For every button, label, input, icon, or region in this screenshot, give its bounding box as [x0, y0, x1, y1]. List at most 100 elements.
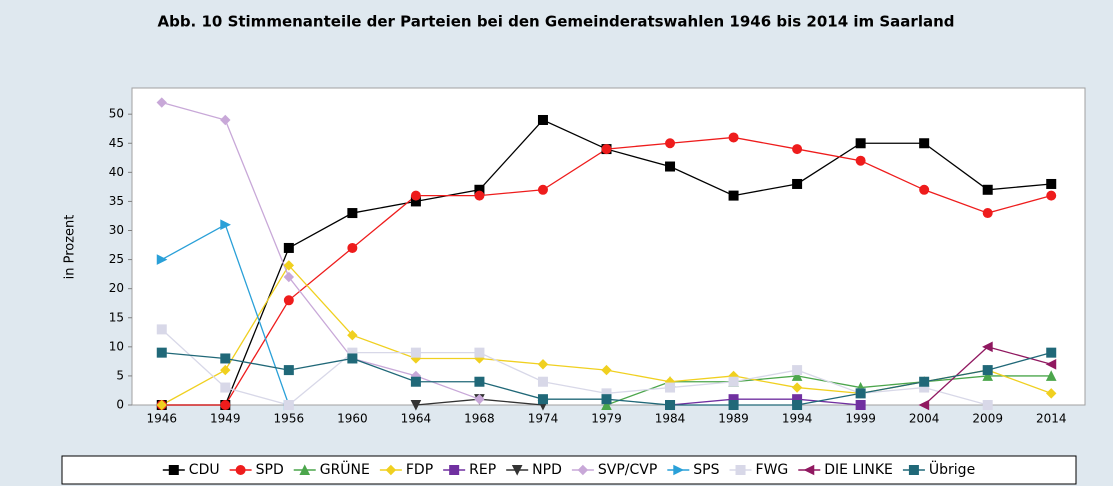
data-point — [728, 400, 739, 410]
data-point — [474, 393, 485, 405]
data-point — [728, 190, 739, 201]
data-point — [347, 208, 358, 219]
legend-label: Übrige — [929, 460, 975, 478]
series-line — [669, 398, 861, 406]
plot-area — [131, 87, 1086, 406]
data-point — [792, 178, 803, 189]
data-point — [156, 324, 167, 335]
data-point — [537, 184, 548, 195]
data-point — [919, 376, 930, 387]
data-point — [855, 138, 866, 149]
legend-symbol — [803, 464, 815, 476]
data-point — [347, 242, 358, 253]
data-point — [410, 400, 422, 411]
legend-label: FDP — [406, 462, 433, 478]
data-point — [665, 161, 676, 172]
data-point — [410, 347, 421, 358]
data-point — [220, 114, 231, 126]
x-tick-label: 2009 — [972, 412, 1003, 426]
y-tick-label: 0 — [116, 398, 124, 412]
data-point — [156, 399, 167, 411]
legend-symbol — [168, 465, 179, 475]
data-point — [156, 97, 167, 108]
data-point — [283, 400, 294, 410]
data-point — [283, 271, 295, 283]
data-point — [1046, 190, 1057, 201]
legend-symbol — [577, 464, 589, 476]
chart-title: Abb. 10 Stimmenanteile der Parteien bei … — [157, 13, 954, 31]
legend-symbol — [908, 465, 919, 475]
data-point — [665, 400, 676, 410]
data-point — [918, 399, 930, 411]
data-point — [601, 144, 612, 155]
legend-label: NPD — [532, 462, 562, 478]
data-point — [283, 295, 294, 306]
legend-label: SPS — [693, 462, 719, 478]
y-axis-label: in Prozent — [63, 215, 78, 280]
legend-label: REP — [469, 462, 496, 478]
data-point — [855, 155, 866, 166]
data-point — [728, 376, 739, 387]
data-point — [474, 190, 485, 201]
legend-symbol — [385, 464, 397, 476]
data-point — [220, 364, 231, 376]
x-tick-label: 1946 — [146, 412, 177, 426]
x-tick-label: 1974 — [528, 412, 559, 426]
data-point — [537, 376, 548, 387]
legend-label: SVP/CVP — [598, 462, 657, 478]
data-point — [919, 184, 930, 195]
y-tick-label: 10 — [109, 339, 124, 353]
data-point — [220, 382, 231, 393]
data-point — [855, 388, 866, 399]
data-point — [156, 347, 167, 358]
data-point — [347, 353, 358, 364]
y-tick-label: 45 — [109, 136, 124, 150]
data-point — [1046, 347, 1057, 358]
x-tick-label: 1999 — [845, 412, 876, 426]
data-point — [1046, 388, 1057, 399]
legend-symbol — [449, 465, 460, 475]
data-point — [220, 353, 231, 364]
data-point — [665, 138, 676, 149]
y-tick-label: 35 — [109, 194, 124, 208]
data-point — [601, 399, 612, 410]
data-point — [728, 132, 739, 143]
data-point — [1045, 370, 1057, 381]
data-point — [220, 219, 231, 230]
x-tick-label: 1956 — [274, 412, 305, 426]
data-point — [855, 400, 866, 410]
data-point — [792, 365, 803, 376]
series-line — [161, 101, 480, 400]
y-tick-label: 40 — [109, 165, 124, 179]
y-tick-label: 20 — [109, 281, 124, 295]
x-tick-label: 1949 — [210, 412, 241, 426]
data-point — [982, 370, 994, 381]
data-point — [982, 208, 993, 219]
legend-symbol — [735, 465, 746, 475]
data-point — [283, 242, 294, 253]
legend-symbol — [511, 465, 523, 476]
legend-label: CDU — [189, 462, 220, 478]
data-point — [982, 184, 993, 195]
data-point — [792, 400, 803, 410]
data-point — [283, 365, 294, 376]
x-tick-label: 1964 — [401, 412, 432, 426]
x-tick-label: 1994 — [782, 412, 813, 426]
data-point — [283, 260, 295, 271]
data-point — [982, 400, 993, 410]
data-point — [792, 144, 803, 155]
legend-symbol — [673, 464, 684, 476]
data-point — [474, 347, 485, 358]
data-point — [537, 359, 549, 370]
data-point — [919, 138, 930, 149]
data-point — [982, 365, 993, 376]
legend-label: GRÜNE — [320, 460, 370, 478]
y-tick-label: 5 — [116, 368, 124, 382]
data-point — [156, 254, 168, 265]
data-point — [601, 394, 612, 405]
data-point — [410, 190, 421, 201]
data-point — [665, 382, 676, 393]
data-point — [982, 341, 993, 353]
data-point — [601, 364, 612, 376]
data-point — [791, 382, 803, 393]
